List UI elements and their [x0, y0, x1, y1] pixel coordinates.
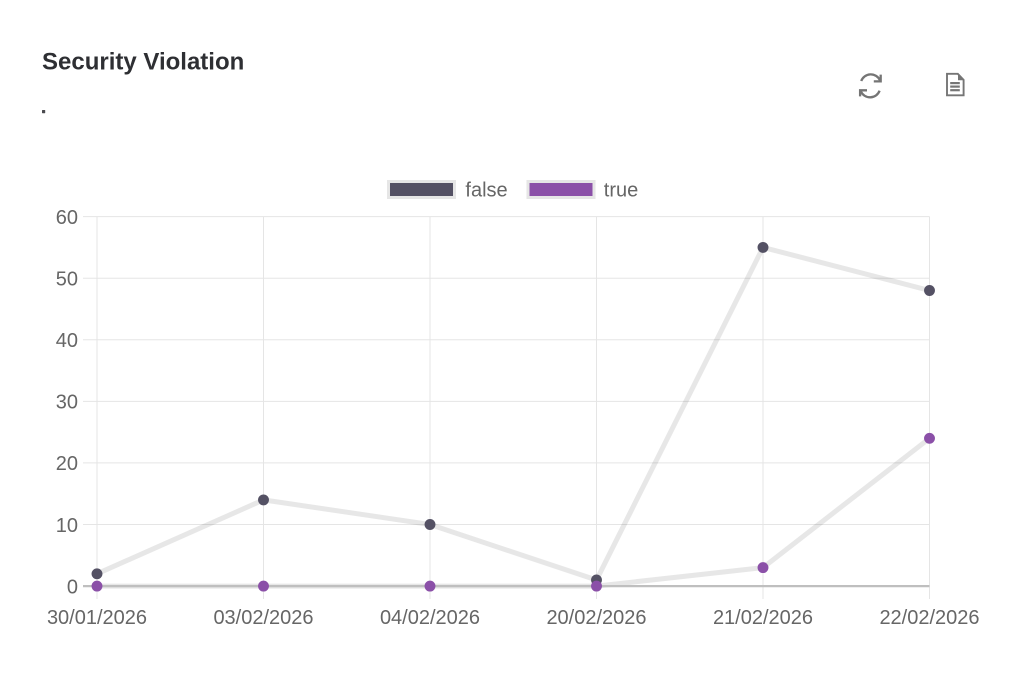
- svg-text:50: 50: [56, 269, 78, 291]
- svg-text:true: true: [604, 180, 638, 202]
- svg-text:false: false: [465, 180, 507, 202]
- svg-text:04/02/2026: 04/02/2026: [380, 607, 480, 629]
- svg-text:40: 40: [56, 330, 78, 352]
- svg-text:21/02/2026: 21/02/2026: [713, 607, 813, 629]
- svg-text:60: 60: [56, 207, 78, 229]
- svg-text:03/02/2026: 03/02/2026: [213, 607, 313, 629]
- svg-text:20: 20: [56, 453, 78, 475]
- svg-text:Security Violation: Security Violation: [42, 49, 244, 76]
- svg-text:10: 10: [56, 515, 78, 537]
- svg-text:30/01/2026: 30/01/2026: [47, 607, 147, 629]
- svg-text:0: 0: [67, 576, 78, 598]
- svg-text:30: 30: [56, 392, 78, 414]
- svg-text:22/02/2026: 22/02/2026: [879, 607, 979, 629]
- svg-text:20/02/2026: 20/02/2026: [546, 607, 646, 629]
